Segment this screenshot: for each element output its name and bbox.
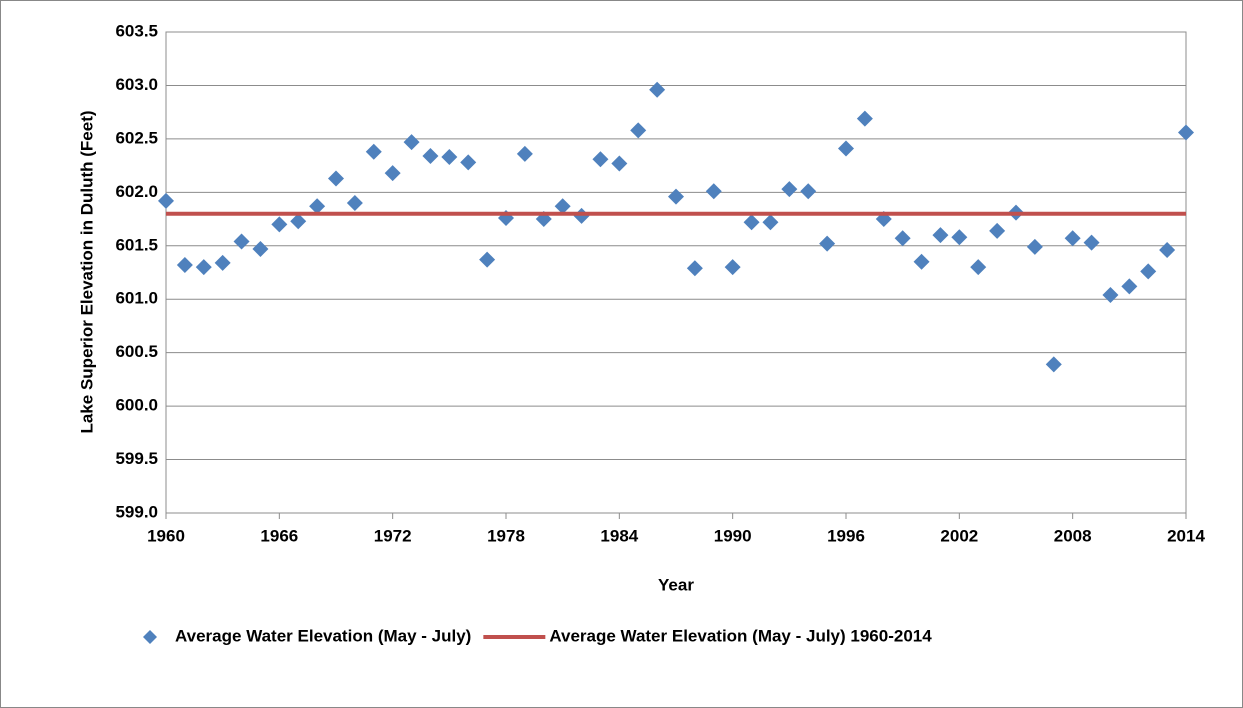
x-tick-label: 1960 [147,526,185,545]
data-point [856,110,873,127]
data-point [309,198,326,215]
x-tick-label: 1972 [374,526,412,545]
data-point [1178,124,1194,141]
x-tick-label: 1996 [827,526,865,545]
data-point [290,213,307,230]
x-tick-label: 2008 [1054,526,1092,545]
legend-label: Average Water Elevation (May - July) 196… [549,626,932,645]
data-point [951,229,968,246]
y-tick-label: 599.5 [115,449,158,468]
y-tick-label: 601.5 [115,235,158,254]
data-point [668,188,684,205]
data-point [403,134,420,151]
y-tick-label: 600.0 [115,396,158,415]
data-point [365,143,382,160]
plot-border [165,31,1187,514]
data-point [913,253,930,270]
data-point [384,165,401,182]
data-point [441,149,458,166]
x-tick-label: 1990 [714,526,752,545]
data-point [176,257,193,274]
data-point [630,122,647,139]
data-point [781,181,798,198]
data-point [611,155,628,172]
y-tick-label: 603.0 [115,75,158,94]
data-point [819,235,836,252]
data-point [724,259,741,276]
data-point [894,230,911,247]
data-point [1083,234,1100,251]
data-point [233,233,250,250]
data-point [328,170,344,187]
data-point [838,140,854,157]
y-tick-label: 599.0 [115,502,158,521]
data-point [1140,263,1157,280]
legend-label: Average Water Elevation (May - July) [175,626,471,645]
data-point [1102,286,1119,303]
data-point [762,214,779,231]
data-point [195,259,212,276]
data-point [479,251,496,268]
y-tick-label: 601.0 [115,289,158,308]
y-tick-label: 603.5 [115,21,158,40]
data-point [158,192,174,209]
y-tick-label: 602.5 [115,128,158,147]
data-point [346,195,363,212]
data-point [554,198,571,215]
data-point [1026,238,1043,255]
x-tick-label: 2014 [1167,526,1205,545]
x-tick-label: 1978 [487,526,525,545]
data-point [649,81,666,98]
y-axis-label: Lake Superior Elevation in Duluth (Feet) [77,110,96,433]
data-point [705,183,722,200]
y-tick-label: 602.0 [115,182,158,201]
data-point [970,259,987,276]
data-point [932,227,949,244]
data-point [271,216,288,233]
x-tick-label: 2002 [940,526,978,545]
y-tick-label: 600.5 [115,342,158,361]
data-point [1045,356,1062,373]
data-point [460,154,477,171]
data-point [1121,278,1138,295]
data-point [743,214,760,231]
x-tick-label: 1984 [600,526,638,545]
data-point [214,254,231,271]
data-point [686,260,703,277]
data-point [800,183,817,200]
data-point [516,145,533,162]
data-point [989,222,1006,239]
data-point [422,147,439,164]
data-point [1159,242,1176,259]
data-point [592,151,609,168]
legend-marker [143,630,157,644]
data-point [1064,230,1081,247]
x-tick-label: 1966 [260,526,298,545]
x-axis-label: Year [658,575,694,594]
data-point [252,240,269,257]
